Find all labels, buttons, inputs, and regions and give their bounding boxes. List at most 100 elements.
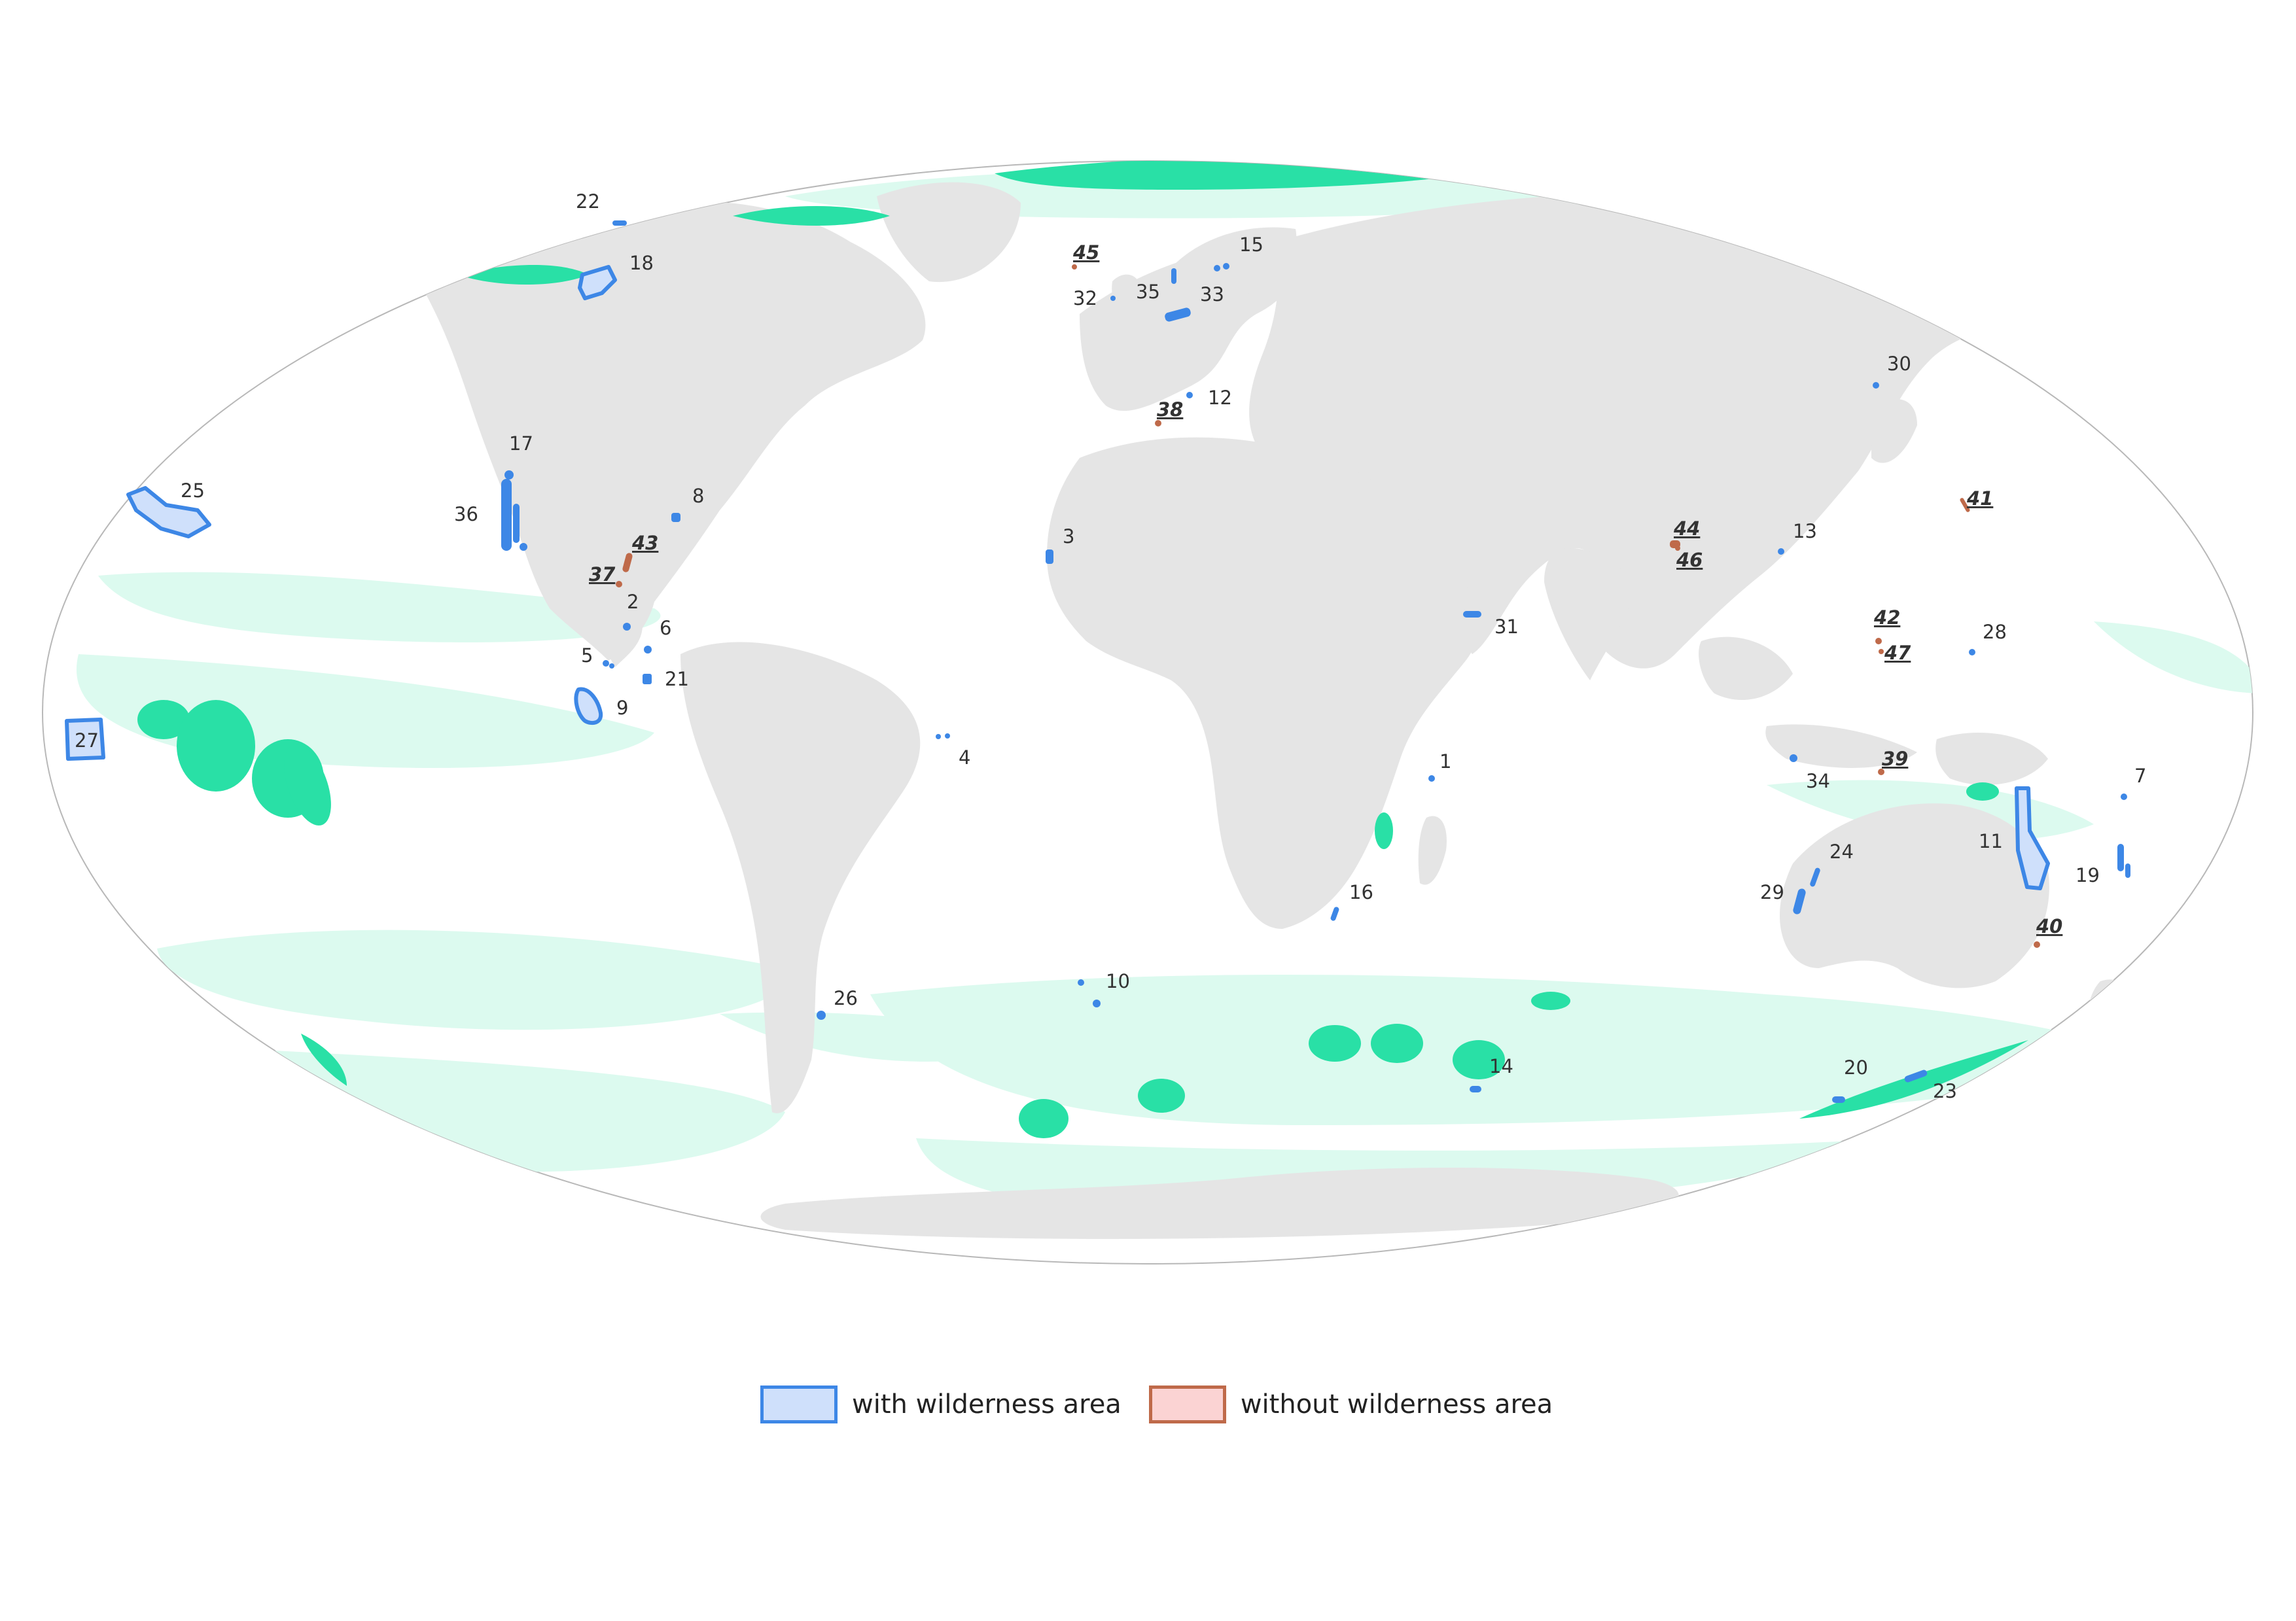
site-labels: 1 2 3 4 5 6 7 8 9 10 11 12 13 14 15 16 1… <box>75 190 2146 1102</box>
marker-21 <box>643 674 652 684</box>
marker-35 <box>1171 268 1176 284</box>
site-label-20: 20 <box>1844 1056 1868 1079</box>
site-label-41: 41 <box>1966 487 1993 510</box>
site-label-47: 47 <box>1884 642 1911 664</box>
marker-8 <box>671 513 680 522</box>
legend-label-with: with wilderness area <box>852 1389 1122 1420</box>
marker-19 <box>2117 844 2130 878</box>
marker-28 <box>1969 649 1975 655</box>
site-label-43: 43 <box>631 532 658 554</box>
site-label-16: 16 <box>1349 881 1373 903</box>
site-label-33: 33 <box>1200 283 1224 305</box>
marker-10 <box>1078 979 1101 1007</box>
site-label-38: 38 <box>1157 398 1183 421</box>
marker-9 <box>574 687 603 725</box>
map-legend: with wilderness area without wilderness … <box>760 1386 1580 1423</box>
marker-1 <box>1428 775 1435 782</box>
marker-11 <box>2015 786 2050 890</box>
site-label-34: 34 <box>1806 770 1830 792</box>
site-label-42: 42 <box>1873 606 1900 629</box>
site-label-2: 2 <box>627 591 639 613</box>
marker-34 <box>1790 754 1797 762</box>
site-label-29: 29 <box>1760 881 1784 903</box>
marker-2 <box>623 623 631 631</box>
marker-40 <box>2034 941 2040 948</box>
marker-24 <box>1810 867 1820 887</box>
site-label-35: 35 <box>1136 281 1160 303</box>
marker-39 <box>1878 769 1884 775</box>
marker-5 <box>603 660 614 669</box>
site-label-40: 40 <box>2036 915 2062 937</box>
site-label-31: 31 <box>1494 616 1519 638</box>
site-label-10: 10 <box>1106 970 1130 992</box>
legend-item-with: with wilderness area <box>760 1386 1122 1423</box>
site-label-5: 5 <box>581 644 593 667</box>
marker-22 <box>612 220 627 226</box>
site-label-37: 37 <box>589 563 616 585</box>
site-label-30: 30 <box>1887 353 1911 375</box>
marker-37 <box>616 581 622 587</box>
site-label-18: 18 <box>629 252 654 274</box>
site-label-39: 39 <box>1882 748 1908 770</box>
marker-23 <box>1904 1070 1928 1083</box>
legend-label-without: without wilderness area <box>1240 1389 1553 1420</box>
site-label-19: 19 <box>2075 864 2100 886</box>
land-masses <box>419 182 2128 1239</box>
site-label-22: 22 <box>576 190 600 213</box>
site-label-23: 23 <box>1933 1080 1957 1102</box>
site-label-7: 7 <box>2134 765 2146 787</box>
marker-38 <box>1155 420 1161 427</box>
site-label-27: 27 <box>75 729 99 752</box>
marker-17 <box>504 470 514 479</box>
marker-42 <box>1875 638 1882 644</box>
legend-item-without: without wilderness area <box>1148 1386 1553 1423</box>
site-label-3: 3 <box>1063 525 1074 548</box>
marker-32 <box>1110 296 1116 301</box>
marker-29 <box>1793 888 1806 915</box>
marker-41 <box>1960 498 1970 512</box>
site-label-25: 25 <box>181 479 205 502</box>
legend-swatch-with <box>760 1386 838 1423</box>
marker-36 <box>501 479 527 551</box>
marker-20 <box>1832 1096 1845 1103</box>
site-label-12: 12 <box>1208 387 1232 409</box>
marker-45 <box>1072 264 1077 270</box>
marker-12 <box>1186 392 1193 398</box>
site-label-1: 1 <box>1439 750 1451 773</box>
site-label-26: 26 <box>834 987 858 1009</box>
site-label-44: 44 <box>1673 517 1700 540</box>
marker-43 <box>622 553 633 572</box>
marker-26 <box>817 1011 826 1020</box>
marker-7 <box>2121 793 2127 800</box>
site-label-21: 21 <box>665 668 689 690</box>
marker-25 <box>126 486 211 538</box>
marker-31 <box>1463 611 1481 618</box>
site-label-6: 6 <box>660 617 671 639</box>
site-label-4: 4 <box>959 746 970 769</box>
marker-30 <box>1873 382 1879 389</box>
site-markers <box>65 220 2130 1103</box>
marker-3 <box>1046 549 1053 564</box>
marker-13 <box>1778 548 1784 555</box>
site-label-32: 32 <box>1073 287 1097 309</box>
marker-47 <box>1879 649 1884 654</box>
site-label-15: 15 <box>1239 234 1263 256</box>
site-label-28: 28 <box>1983 621 2007 643</box>
marker-27 <box>65 718 105 761</box>
marker-33 <box>1165 307 1191 322</box>
site-label-13: 13 <box>1793 520 1817 542</box>
site-label-24: 24 <box>1829 841 1854 863</box>
site-label-17: 17 <box>509 432 533 455</box>
marker-14 <box>1470 1086 1481 1092</box>
site-label-14: 14 <box>1489 1055 1513 1077</box>
marker-15 <box>1214 263 1229 271</box>
marker-46 <box>1675 546 1680 551</box>
legend-swatch-without <box>1148 1386 1226 1423</box>
site-label-11: 11 <box>1979 830 2003 852</box>
marker-6 <box>644 646 652 654</box>
site-label-45: 45 <box>1072 241 1099 264</box>
marker-4 <box>936 733 950 739</box>
site-label-36: 36 <box>454 503 478 525</box>
site-label-46: 46 <box>1676 549 1703 571</box>
